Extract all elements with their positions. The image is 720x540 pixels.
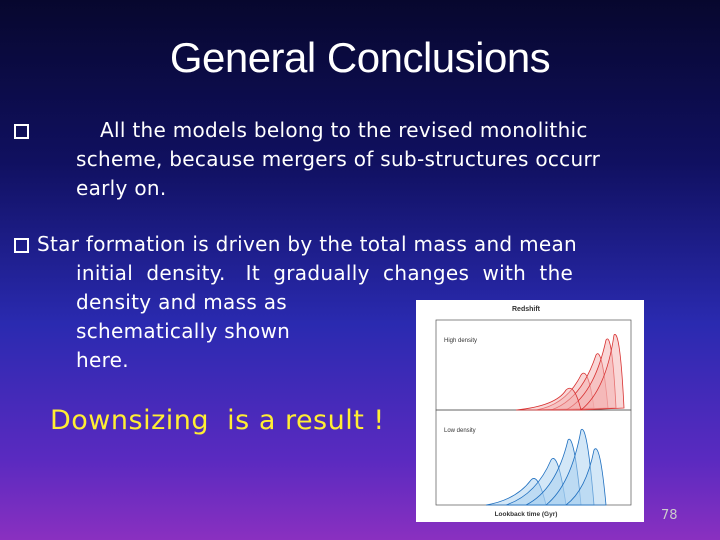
panel-label: Low density	[444, 428, 476, 434]
emphasis: Downsizing is a result !	[50, 405, 385, 436]
bullet-line: All the models belong to the revised mon…	[100, 118, 588, 142]
bullet-line: density and mass as	[76, 290, 287, 314]
bullet-line: Star formation is driven by the total ma…	[37, 232, 578, 256]
figure: Redshift High density Low density Lookba…	[416, 300, 644, 522]
bullet-marker	[14, 238, 29, 253]
upper-curves	[515, 334, 625, 411]
page-number: 78	[661, 508, 678, 523]
axis-label: Redshift	[512, 306, 541, 313]
slide-title: General Conclusions	[169, 34, 551, 81]
panel-label: High density	[444, 338, 477, 344]
bullet-line: initial density. It gradually changes wi…	[76, 261, 574, 285]
axis-label: Lookback time (Gyr)	[495, 511, 558, 518]
bullet-line: here.	[76, 348, 129, 372]
bullet-marker	[14, 124, 29, 139]
lower-curves	[485, 428, 607, 506]
bullet-line: scheme, because mergers of sub-structure…	[76, 147, 601, 171]
bullet-line: schematically shown	[76, 319, 291, 343]
bullet-line: early on.	[76, 176, 167, 200]
